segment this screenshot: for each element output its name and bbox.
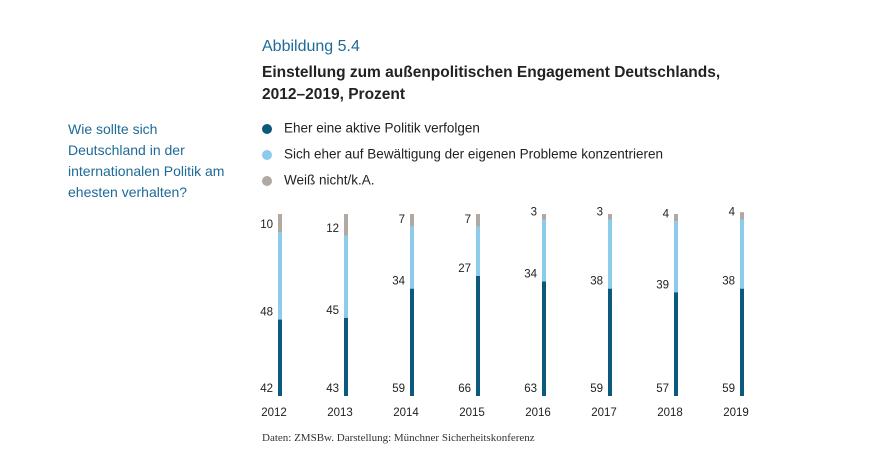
bar-segment bbox=[278, 214, 282, 233]
legend-swatch bbox=[262, 150, 272, 160]
bar-segment bbox=[740, 212, 744, 220]
x-tick-label: 2014 bbox=[393, 407, 419, 419]
bar-segment bbox=[278, 319, 282, 396]
value-label: 63 bbox=[524, 383, 537, 395]
value-label: 7 bbox=[399, 214, 405, 226]
bar-segment bbox=[608, 214, 612, 220]
value-label: 59 bbox=[392, 383, 405, 395]
x-tick-label: 2018 bbox=[657, 407, 683, 419]
question: Wie sollte sich Deutschland in der inter… bbox=[68, 121, 225, 200]
value-label: 39 bbox=[656, 279, 669, 291]
value-label: 48 bbox=[260, 307, 273, 319]
x-tick-label: 2012 bbox=[261, 407, 287, 419]
value-label: 38 bbox=[590, 276, 603, 288]
source-note: Daten: ZMSBw. Darstellung: Münchner Sich… bbox=[262, 432, 535, 444]
x-tick-label: 2013 bbox=[327, 407, 353, 419]
value-label: 59 bbox=[722, 383, 735, 395]
bar-segment bbox=[410, 214, 414, 227]
bar-segment bbox=[740, 219, 744, 289]
bar-segment bbox=[476, 275, 480, 396]
value-label: 10 bbox=[260, 219, 273, 231]
figure-label: Abbildung 5.4 bbox=[262, 38, 360, 55]
value-label: 43 bbox=[326, 383, 339, 395]
x-tick-label: 2016 bbox=[525, 407, 551, 419]
bar-segment bbox=[344, 317, 348, 396]
legend-label: Sich eher auf Bewältigung der eigenen Pr… bbox=[284, 147, 663, 162]
value-label: 4 bbox=[729, 206, 736, 218]
bar-segment bbox=[674, 214, 678, 222]
bar-segment bbox=[344, 235, 348, 318]
value-label: 45 bbox=[326, 305, 339, 317]
legend-label: Eher eine aktive Politik verfolgen bbox=[284, 121, 480, 136]
value-label: 59 bbox=[590, 383, 603, 395]
chart-title: Einstellung zum außenpolitischen Engagem… bbox=[262, 64, 721, 103]
value-label: 42 bbox=[260, 383, 273, 395]
bar-segment bbox=[476, 214, 480, 227]
bar-segment bbox=[608, 219, 612, 289]
legend-swatch bbox=[262, 176, 272, 186]
value-label: 4 bbox=[663, 208, 670, 220]
value-label: 7 bbox=[465, 214, 471, 226]
bar-segment bbox=[410, 288, 414, 396]
value-label: 12 bbox=[326, 223, 339, 235]
value-label: 3 bbox=[597, 206, 603, 218]
bar-segment bbox=[608, 288, 612, 396]
value-label: 34 bbox=[392, 276, 405, 288]
value-label: 57 bbox=[656, 383, 669, 395]
x-tick-label: 2015 bbox=[459, 407, 485, 419]
value-label: 34 bbox=[524, 268, 537, 280]
bar-segment bbox=[674, 292, 678, 396]
bar-segment bbox=[410, 226, 414, 289]
bar-segment bbox=[476, 226, 480, 276]
value-label: 27 bbox=[458, 263, 471, 275]
bar-segment bbox=[674, 221, 678, 293]
bar-segment bbox=[344, 214, 348, 236]
legend-swatch bbox=[262, 124, 272, 134]
bar-segment bbox=[542, 281, 546, 396]
bar-segment bbox=[740, 288, 744, 396]
value-label: 3 bbox=[531, 206, 537, 218]
bar-segment bbox=[278, 232, 282, 320]
value-label: 66 bbox=[458, 383, 471, 395]
legend-label: Weiß nicht/k.A. bbox=[284, 173, 375, 188]
value-label: 38 bbox=[722, 276, 735, 288]
x-tick-label: 2017 bbox=[591, 407, 617, 419]
x-tick-label: 2019 bbox=[723, 407, 749, 419]
bar-segment bbox=[542, 214, 546, 220]
bar-segment bbox=[542, 219, 546, 282]
